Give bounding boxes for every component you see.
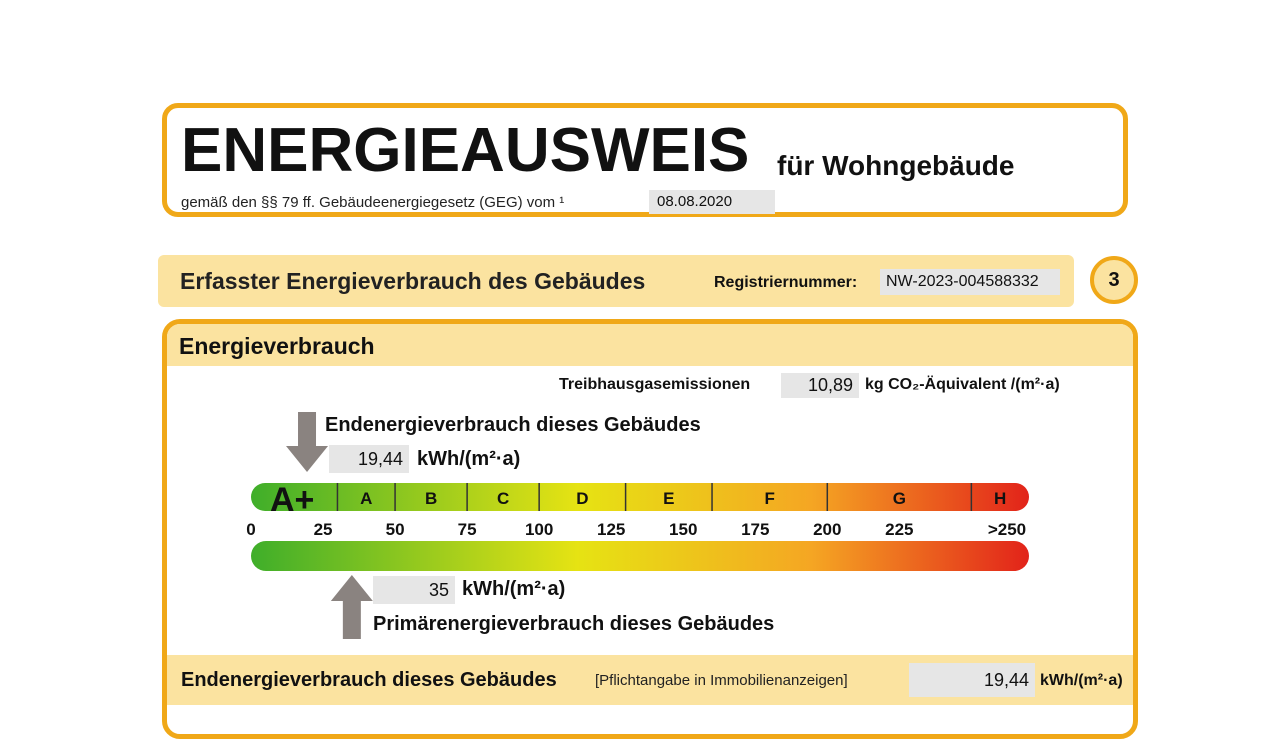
document-subtitle: für Wohngebäude (777, 150, 1015, 181)
final-energy-label: Endenergieverbrauch dieses Gebäudes (325, 414, 701, 436)
tick-label: 125 (597, 520, 625, 539)
class-label-d: D (576, 489, 588, 508)
class-label-h: H (994, 489, 1006, 508)
section-header: Erfasster Energieverbrauch des Gebäudes … (158, 255, 1074, 307)
final-energy-value: 19,44 (329, 445, 409, 473)
class-label-f: F (764, 489, 774, 508)
consumption-header: Energieverbrauch (167, 324, 1133, 366)
page-number-badge: 3 (1090, 256, 1138, 304)
final-energy-arrow-icon (286, 412, 329, 472)
consumption-box: Energieverbrauch Treibhausgasemissionen … (162, 319, 1138, 739)
class-label-e: E (663, 489, 674, 508)
tick-label: 200 (813, 520, 841, 539)
tick-label: 75 (458, 520, 477, 539)
date-field: 08.08.2020 (649, 190, 775, 214)
top-scale-bar (251, 483, 1029, 511)
tick-label: 0 (246, 520, 255, 539)
class-label-c: C (497, 489, 509, 508)
primary-energy-label: Primärenergieverbrauch dieses Gebäudes (373, 613, 775, 635)
section-title: Erfasster Energieverbrauch des Gebäudes (180, 268, 646, 294)
class-label-b: B (425, 489, 437, 508)
class-label-g: G (893, 489, 906, 508)
energy-scale: A+ A B C D E F G H 0 25 50 75 100 125 150 175 200 225 >250 (246, 412, 1029, 639)
tick-label: 25 (314, 520, 333, 539)
footer-label: Endenergieverbrauch dieses Gebäudes (181, 669, 557, 691)
tick-label: 225 (885, 520, 913, 539)
ghg-label: Treibhausgasemissionen (559, 376, 751, 393)
footer-bar: Endenergieverbrauch dieses Gebäudes [Pfl… (167, 655, 1133, 705)
class-label-a: A (360, 489, 372, 508)
law-reference: gemäß den §§ 79 ff. Gebäudeenergiegesetz… (181, 194, 565, 211)
tick-label: 175 (741, 520, 769, 539)
ghg-unit: kg CO₂-Äquivalent /(m²·a) (865, 376, 1060, 393)
primary-energy-value: 35 (373, 576, 455, 604)
tick-label: 100 (525, 520, 553, 539)
primary-energy-arrow-icon (330, 575, 373, 639)
consumption-heading: Energieverbrauch (179, 333, 375, 359)
final-energy-unit: kWh/(m²·a) (417, 448, 521, 470)
ghg-value: 10,89 (781, 373, 859, 398)
title-box: ENERGIEAUSWEIS für Wohngebäude gemäß den… (162, 103, 1128, 217)
footer-value: 19,44 (909, 663, 1035, 697)
registration-label: Registriernummer: (714, 274, 858, 291)
class-label-aplus: A+ (270, 481, 314, 519)
tick-label: 50 (386, 520, 405, 539)
registration-number: NW-2023-004588332 (880, 269, 1060, 295)
footer-note: [Pflichtangabe in Immobilienanzeigen] (595, 672, 848, 689)
bottom-scale-bar (251, 541, 1029, 571)
document-title: ENERGIEAUSWEIS (181, 116, 750, 185)
footer-unit: kWh/(m²·a) (1040, 672, 1123, 689)
tick-label: >250 (988, 520, 1026, 539)
primary-energy-unit: kWh/(m²·a) (462, 578, 566, 600)
tick-label: 150 (669, 520, 697, 539)
